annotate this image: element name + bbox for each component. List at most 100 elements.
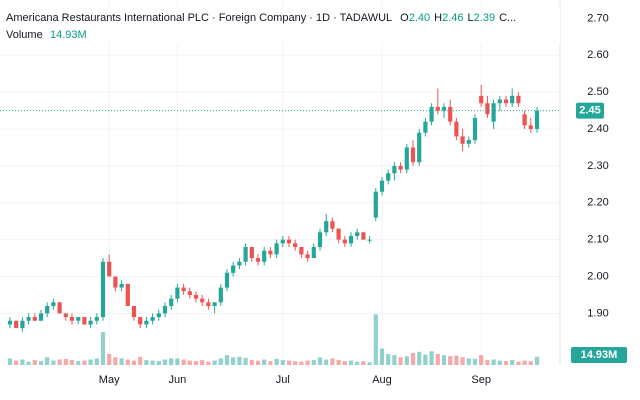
volume-bar [293,361,298,365]
candle-body [231,265,236,273]
candle-body [125,283,130,307]
volume-bar [311,360,316,365]
candle-body [503,99,509,104]
candle-body [293,243,298,248]
last-price-label: 2.45 [579,105,600,117]
candle-body [237,261,242,266]
y-tick-label: 2.70 [587,12,608,24]
volume-bar [63,358,68,365]
volume-bar [206,361,211,365]
volume-value: 14.93M [50,29,87,41]
close-prefix: C... [499,12,516,24]
candle-body [88,320,93,325]
candle-body [386,173,391,181]
volume-bar [485,360,490,365]
volume-bar [280,360,285,365]
volume-bar [113,357,118,365]
candle-body [181,287,186,292]
volume-bar [76,361,81,365]
candle-body [423,121,428,133]
candle-body [100,261,106,318]
volume-bar [187,360,192,365]
candle-body [51,302,56,307]
open-value: 2.40 [409,12,430,24]
volume-bar [69,360,75,365]
candle-body [69,317,75,321]
volume-bar [392,355,397,365]
volume-bar [534,356,540,365]
volume-bar [82,360,87,365]
volume-bar [460,357,465,365]
x-tick-label: Jun [169,374,187,386]
candle-body [417,132,422,163]
candle-body [510,95,515,104]
candle-body [32,317,37,321]
legend: Americana Restaurants International PLC … [0,6,560,44]
last-price-tag [576,102,604,119]
volume-bar [243,357,248,365]
candle-body [379,180,385,192]
volume-bar [441,355,447,365]
y-tick-label: 2.50 [587,86,608,98]
volume-bar [150,360,155,365]
candle-body [398,165,403,170]
volume-bar [516,361,521,365]
candle-body [113,276,118,288]
volume-bar [404,356,409,365]
candle-body [317,232,323,248]
candle-body [373,191,378,218]
candle-body [330,221,335,229]
volume-bar [274,358,279,365]
volume-bar [454,355,459,365]
volume-bar [38,361,44,365]
volume-bar [503,361,509,365]
candle-body [305,254,310,259]
volume-bar [386,354,391,365]
candle-body [20,320,25,329]
candle-body [286,239,292,244]
volume-bar [94,358,99,365]
volume-bar [361,361,366,365]
y-tick-label: 2.00 [587,270,608,282]
volume-bar [528,361,533,365]
candle-body [485,103,490,115]
volume-bar [379,348,385,365]
volume-bar [510,360,515,365]
volume-bar [435,354,440,365]
candle-body [262,250,267,262]
volume-bar [373,314,378,365]
candle-body [206,302,211,307]
candle-body [268,250,273,255]
candle-body [38,313,44,321]
candle-body [522,114,527,126]
candle-body [26,317,31,321]
volume-bar [423,354,428,365]
candle-body [429,106,434,122]
volume-bar [131,360,137,365]
legend-bg [0,6,560,44]
volume-bar [286,360,292,365]
candle-body [410,147,416,163]
candle-body [57,302,62,314]
volume-bar [212,360,217,365]
volume-bar [336,360,341,365]
candle-body [491,103,496,122]
volume-bar [224,355,230,365]
x-tick-label: May [99,374,120,386]
high-value: 2.46 [442,12,463,24]
candle-body [454,121,459,137]
candle-body [187,291,192,295]
volume-bar [51,360,56,365]
x-tick-label: Jul [276,374,290,386]
candle-body [150,317,155,321]
volume-bar [330,358,335,365]
volume-bar [119,358,124,365]
volume-bar [156,361,161,365]
x-tick-label: Sep [471,374,491,386]
candle-body [342,239,347,244]
volume-tag [571,347,627,363]
volume-bar [162,359,168,365]
candle-body [82,317,87,325]
candle-body [218,287,223,303]
volume-bar [305,360,310,365]
